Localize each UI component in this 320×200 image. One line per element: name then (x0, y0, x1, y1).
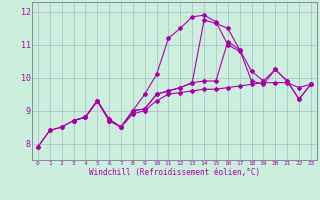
X-axis label: Windchill (Refroidissement éolien,°C): Windchill (Refroidissement éolien,°C) (89, 168, 260, 177)
